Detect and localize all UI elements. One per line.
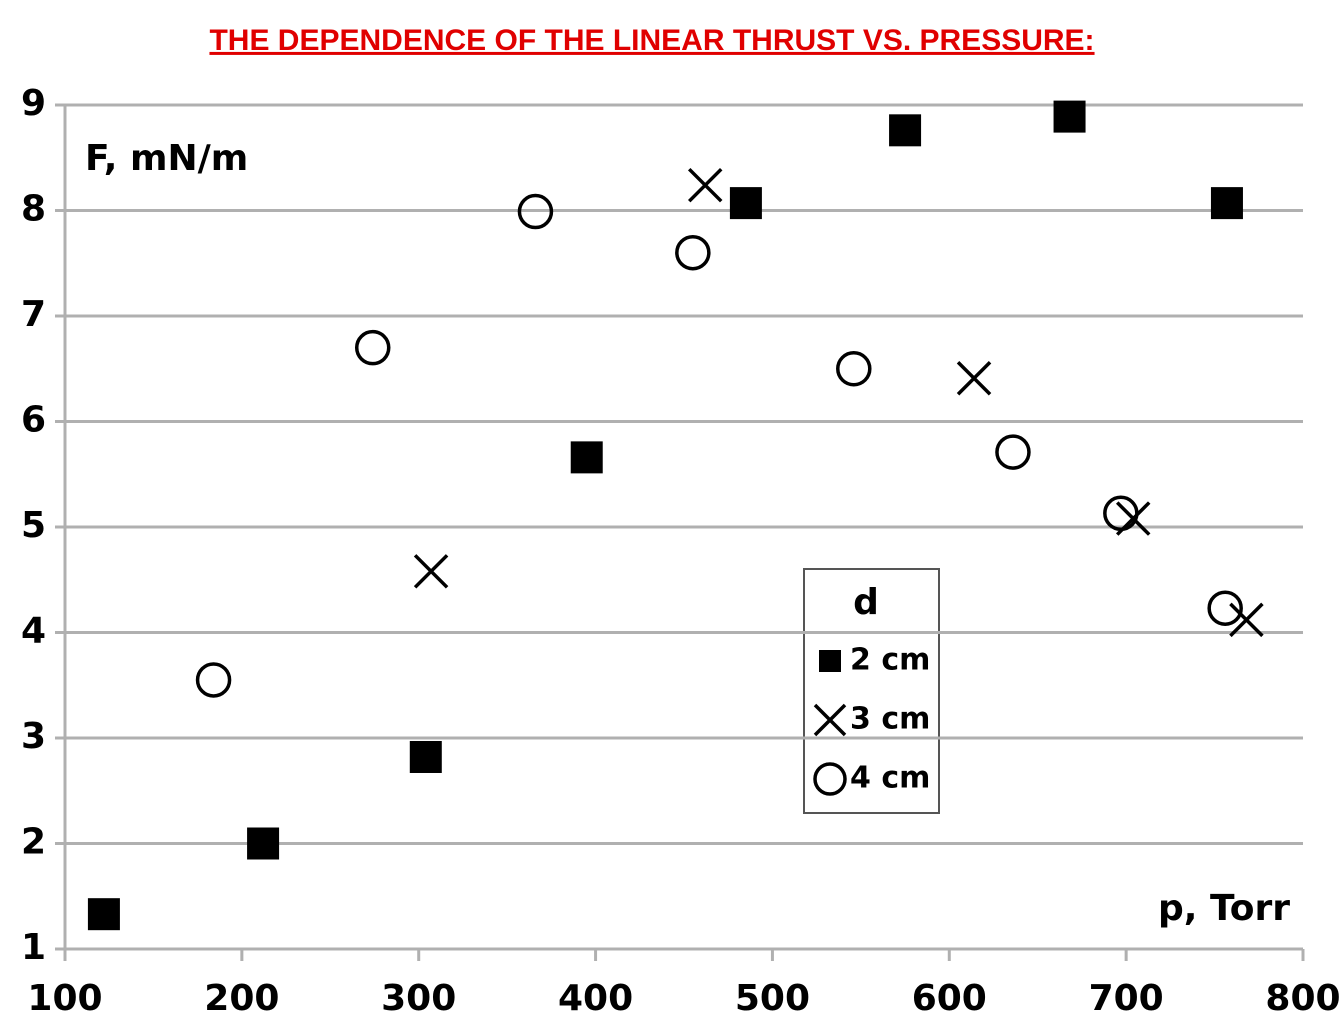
marker-circle [995, 434, 1031, 470]
x-tick-label: 400 [558, 978, 633, 1019]
x-tick-label: 300 [381, 978, 456, 1019]
y-tick-label: 5 [21, 505, 46, 546]
marker-circle [836, 351, 872, 387]
marker-square [87, 898, 120, 931]
y-tick-label: 2 [21, 822, 46, 863]
x-tick-label: 800 [1265, 978, 1340, 1019]
marker-square [729, 187, 762, 220]
marker-circle [813, 762, 847, 796]
marker-circle [517, 193, 554, 230]
chart-title: THE DEPENDENCE OF THE LINEAR THRUST VS. … [209, 24, 1094, 57]
y-tick-label: 3 [21, 716, 46, 757]
marker-x [956, 361, 992, 396]
legend-box [803, 568, 940, 814]
y-tick-label: 9 [21, 83, 46, 124]
legend-label: 3 cm [850, 702, 930, 737]
x-tick-label: 200 [204, 978, 279, 1019]
x-tick-label: 600 [912, 978, 987, 1019]
x-tick-label: 700 [1089, 978, 1164, 1019]
marker-circle [195, 662, 232, 698]
y-tick-label: 4 [21, 611, 46, 652]
legend-label: 4 cm [850, 761, 930, 796]
marker-square [570, 441, 603, 474]
marker-circle [675, 234, 711, 271]
y-tick-label: 6 [21, 400, 46, 441]
marker-x [413, 554, 449, 589]
legend-label: 2 cm [850, 643, 930, 678]
marker-square [889, 114, 922, 147]
y-tick-label: 8 [21, 189, 46, 230]
y-tick-label: 7 [21, 294, 46, 335]
marker-x [813, 703, 847, 737]
x-tick-label: 100 [27, 978, 102, 1019]
marker-square [1053, 100, 1086, 133]
marker-x [687, 167, 723, 203]
x-axis-label: p, Torr [1158, 888, 1290, 929]
x-tick-label: 500 [735, 978, 810, 1019]
marker-square [409, 740, 442, 773]
legend-title: d [853, 582, 879, 623]
marker-square [247, 827, 280, 860]
marker-square [1210, 187, 1243, 220]
marker-circle [1207, 590, 1243, 626]
marker-x [1229, 602, 1264, 638]
y-tick-label: 1 [21, 927, 46, 968]
marker-square [819, 650, 841, 672]
marker-circle [354, 329, 391, 366]
y-axis-label: F, mN/m [85, 138, 248, 179]
marker-circle [1103, 495, 1139, 532]
